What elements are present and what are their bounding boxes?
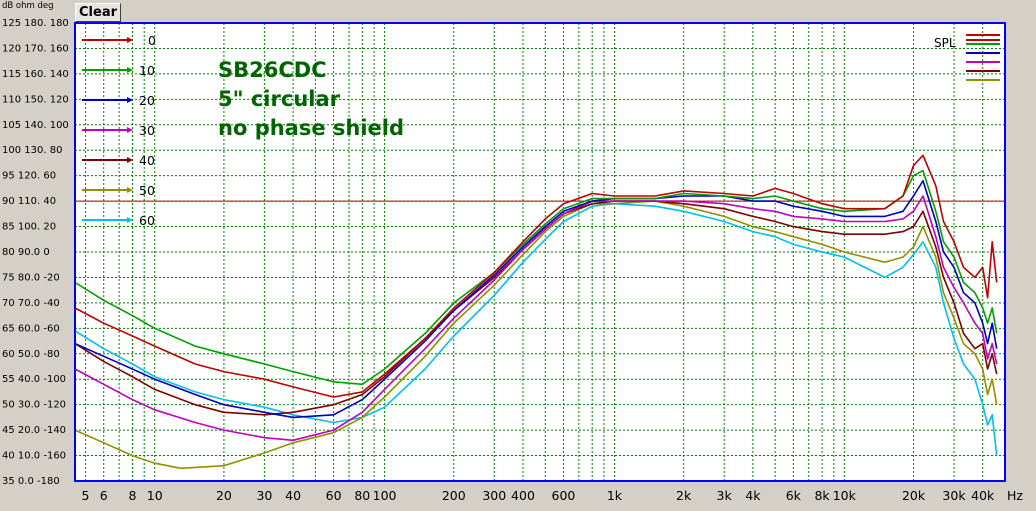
annotation-line: SB26CDC bbox=[218, 58, 327, 82]
y-tick-label: 70 70.0 -40 bbox=[2, 298, 60, 309]
y-tick-label: 40 10.0 -160 bbox=[2, 451, 66, 462]
series-line-0 bbox=[74, 154, 998, 398]
y-tick-label: 105 140. 100 bbox=[2, 120, 69, 131]
y-axis-labels: 125 180. 180 120 170. 160 115 160. 140 110 … bbox=[2, 18, 69, 487]
y-tick-label: 55 40.0 -100 bbox=[2, 374, 66, 385]
plot-frame bbox=[74, 22, 1006, 482]
x-tick-label: 2k bbox=[676, 488, 692, 503]
x-tick-label: 10 bbox=[147, 488, 163, 503]
y-tick-label: 80 90.0 0 bbox=[2, 247, 50, 258]
x-tick-label: 600 bbox=[552, 488, 576, 503]
grid bbox=[75, 22, 1006, 482]
series-line-10 bbox=[74, 169, 998, 386]
y-tick-label: 65 60.0 -60 bbox=[2, 323, 60, 334]
legend-arrow-40 bbox=[127, 157, 133, 163]
series-line-30 bbox=[74, 195, 998, 442]
legend-label-60: 60 bbox=[139, 213, 155, 228]
x-tick-label: 400 bbox=[511, 488, 535, 503]
y-tick-label: 85 100. 20 bbox=[2, 222, 56, 233]
x-tick-label: 3k bbox=[717, 488, 733, 503]
legend-arrow-50 bbox=[127, 187, 133, 193]
clear-button[interactable]: Clear bbox=[75, 3, 121, 22]
legend-label-0: 0 bbox=[148, 33, 156, 48]
x-tick-label: 10k bbox=[833, 488, 857, 503]
x-tick-label: 6k bbox=[786, 488, 802, 503]
units-header: dB ohm deg bbox=[2, 1, 54, 11]
y-tick-label: 60 50.0 -80 bbox=[2, 349, 60, 360]
x-tick-label: 5 bbox=[82, 488, 90, 503]
spl-legend: SPL bbox=[934, 34, 1000, 81]
annotation-line: 5" circular bbox=[218, 87, 341, 111]
annotation: SB26CDC 5" circular no phase shield bbox=[218, 58, 404, 140]
y-tick-label: 115 160. 140 bbox=[2, 69, 69, 80]
y-tick-label: 125 180. 180 bbox=[2, 18, 69, 29]
x-tick-label: 200 bbox=[442, 488, 466, 503]
x-tick-label: 80 bbox=[354, 488, 370, 503]
legend-arrow-10 bbox=[127, 67, 133, 73]
y-tick-label: 45 20.0 -140 bbox=[2, 425, 66, 436]
x-tick-label: 100 bbox=[373, 488, 397, 503]
series-line-40 bbox=[74, 200, 998, 416]
x-tick-label: 60 bbox=[326, 488, 342, 503]
x-tick-label: 30k bbox=[942, 488, 966, 503]
x-tick-label: 4k bbox=[745, 488, 761, 503]
x-tick-label: 20 bbox=[216, 488, 232, 503]
x-tick-label: 20k bbox=[902, 488, 926, 503]
spl-legend-label: SPL bbox=[934, 36, 956, 50]
legend-label-10: 10 bbox=[139, 63, 155, 78]
annotation-line: no phase shield bbox=[218, 116, 404, 140]
y-tick-label: 75 80.0 -20 bbox=[2, 272, 60, 283]
x-tick-label: 1k bbox=[607, 488, 623, 503]
x-tick-label: 30 bbox=[256, 488, 272, 503]
legend-label-50: 50 bbox=[139, 183, 155, 198]
series-line-60 bbox=[74, 202, 998, 456]
x-tick-label: 300 bbox=[482, 488, 506, 503]
y-tick-label: 50 30.0 -120 bbox=[2, 400, 66, 411]
legend-arrow-60 bbox=[127, 217, 133, 223]
x-tick-label: 8 bbox=[128, 488, 136, 503]
x-tick-label: 8k bbox=[814, 488, 830, 503]
x-tick-label: 40k bbox=[971, 488, 995, 503]
legend-arrow-30 bbox=[127, 127, 133, 133]
series-layer bbox=[74, 154, 998, 470]
series-line-20 bbox=[74, 180, 998, 419]
x-tick-label: 6 bbox=[100, 488, 108, 503]
y-tick-label: 110 150. 120 bbox=[2, 94, 69, 105]
x-axis-labels: 5 6 8 10 20 30 40 60 80 100 200 300 400 600 1k 2k 3k 4k 6k… bbox=[82, 488, 1024, 503]
series-line-50 bbox=[74, 200, 998, 470]
y-tick-label: 95 120. 60 bbox=[2, 171, 56, 182]
x-tick-label: 40 bbox=[285, 488, 301, 503]
legend-arrow-0 bbox=[127, 37, 133, 43]
y-tick-label: 120 170. 160 bbox=[2, 43, 69, 54]
legend-arrow-20 bbox=[127, 97, 133, 103]
x-unit-label: Hz bbox=[1007, 488, 1023, 503]
y-tick-label: 35 0.0 -180 bbox=[2, 476, 60, 487]
legend-label-40: 40 bbox=[139, 153, 155, 168]
legend-label-20: 20 bbox=[139, 93, 155, 108]
y-tick-label: 90 110. 40 bbox=[2, 196, 56, 207]
legend: 0 10 20 30 40 50 60 bbox=[82, 33, 156, 228]
y-tick-label: 100 130. 80 bbox=[2, 145, 62, 156]
legend-label-30: 30 bbox=[139, 123, 155, 138]
